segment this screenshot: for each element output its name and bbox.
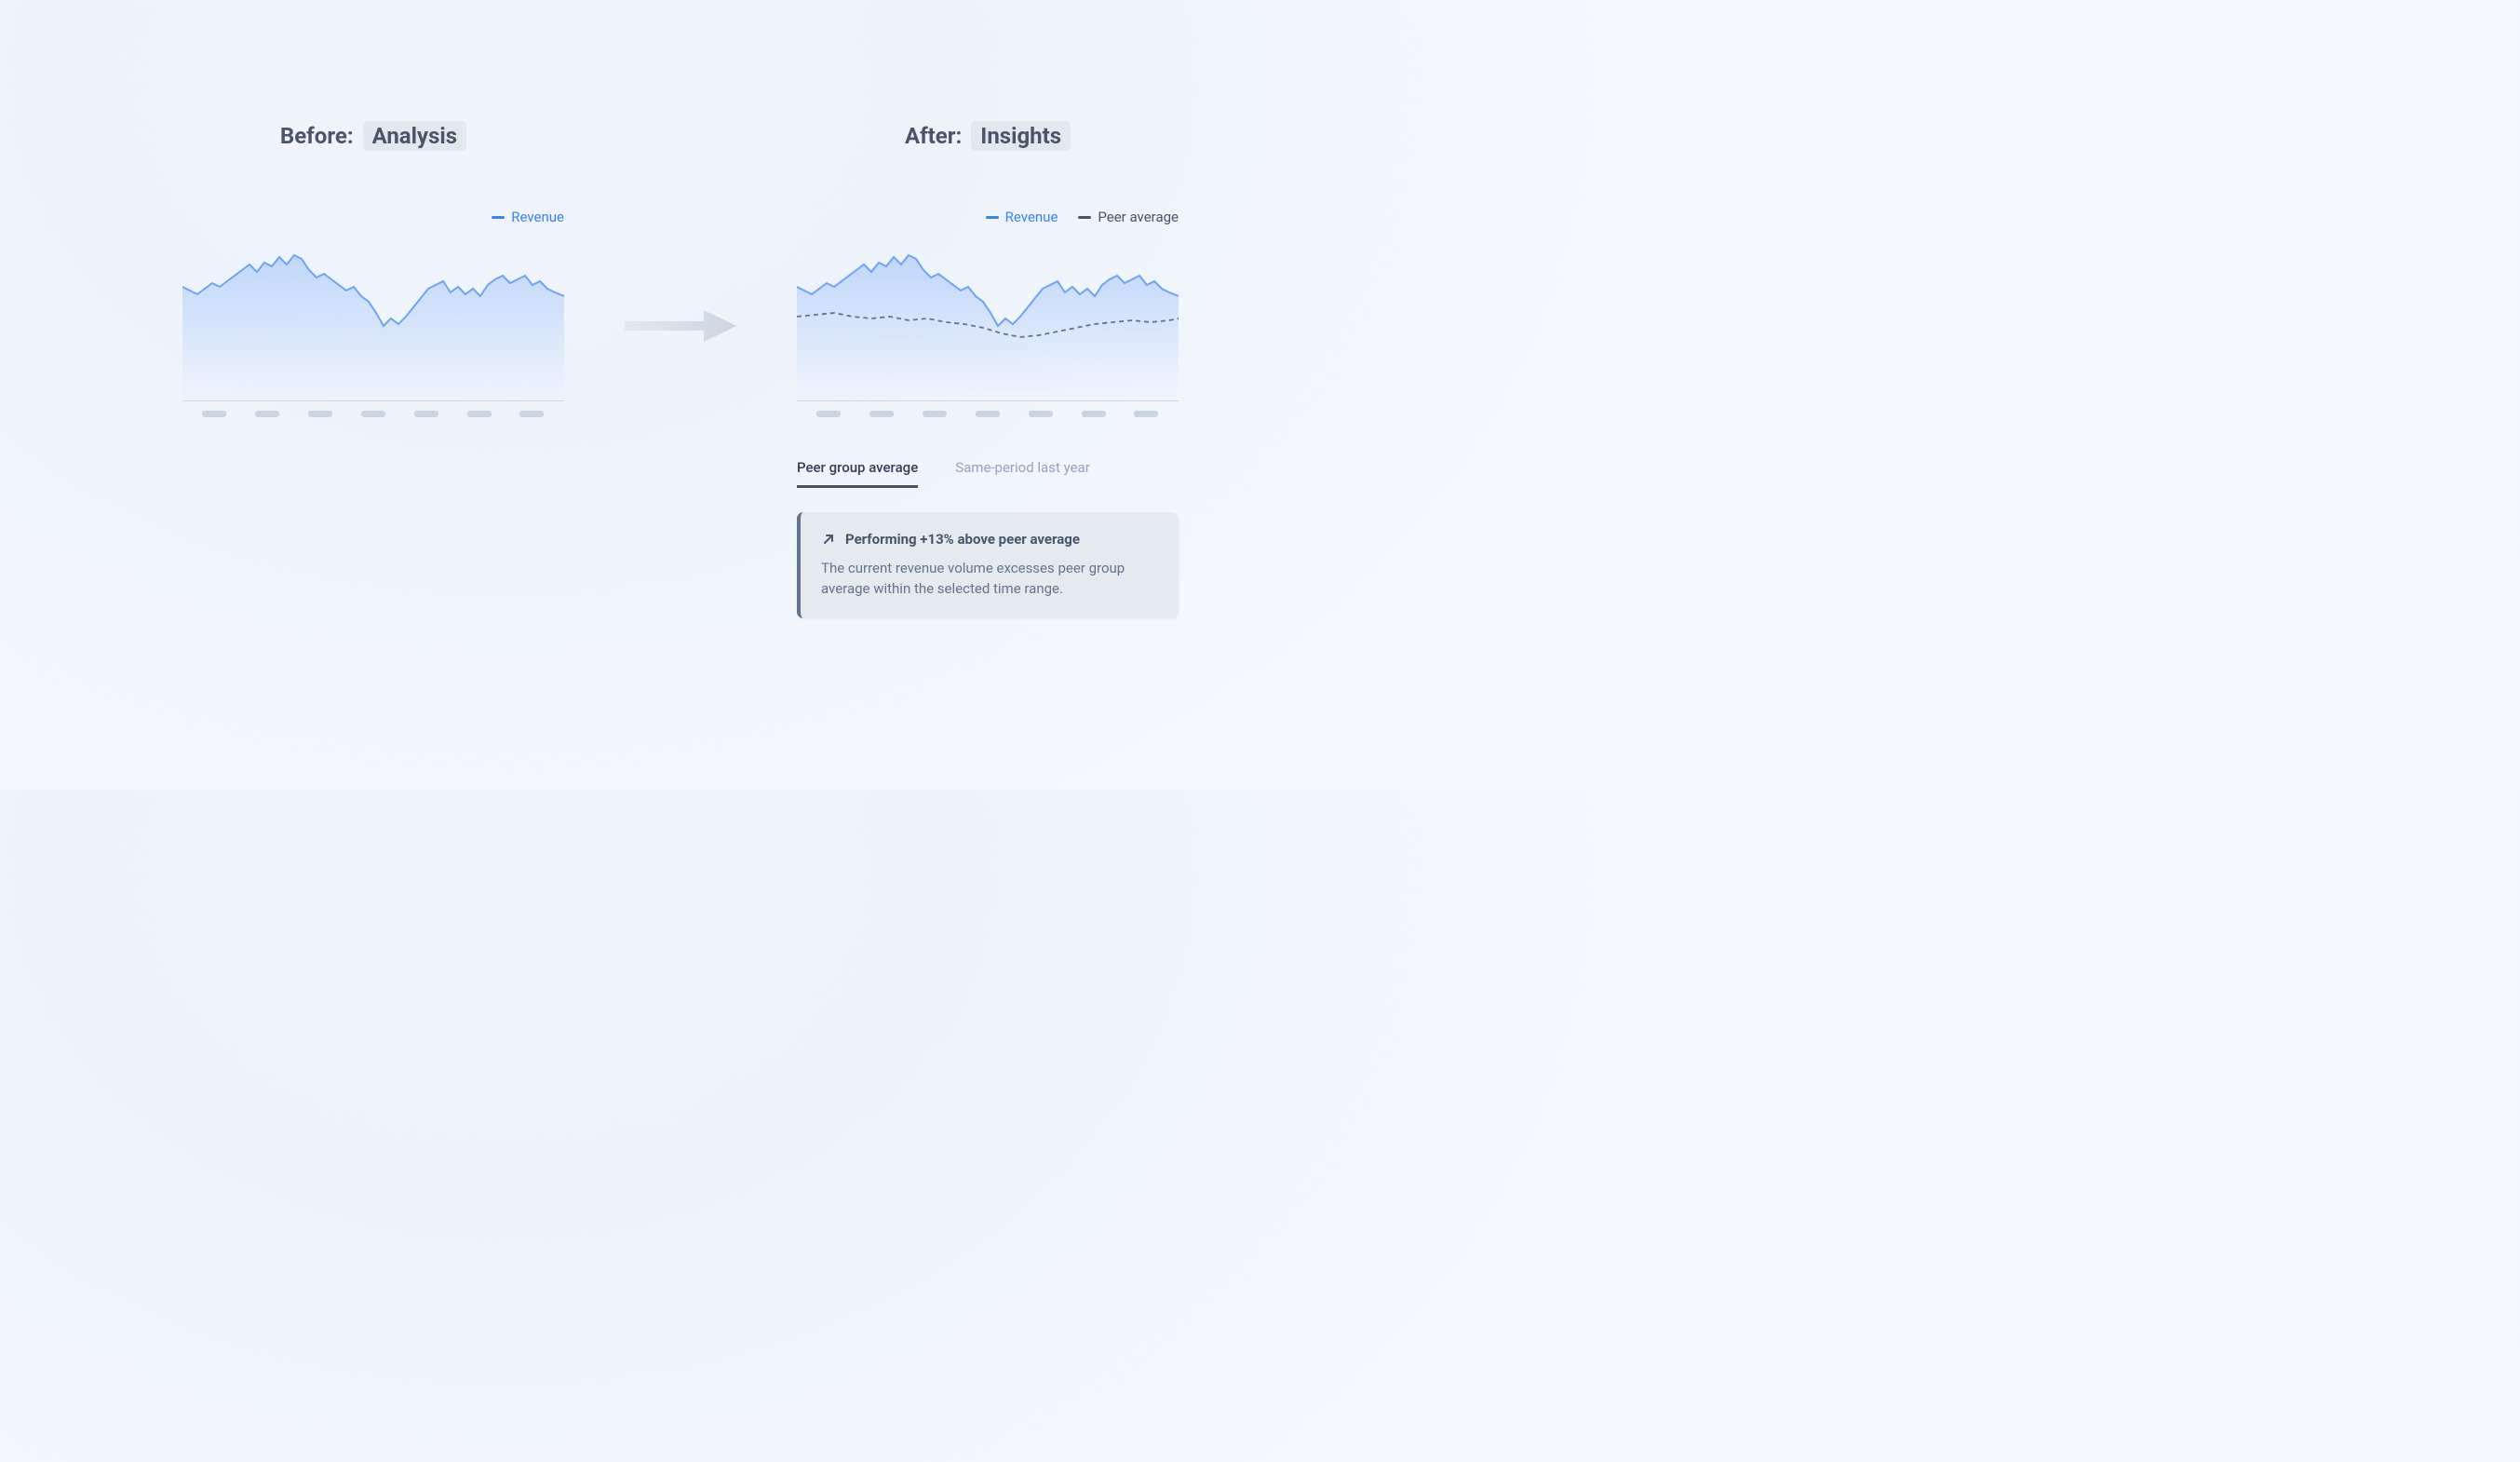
x-tick bbox=[467, 411, 492, 417]
legend-item-revenue: Revenue bbox=[492, 209, 564, 225]
before-panel: Before: Analysis Revenue bbox=[182, 121, 564, 417]
arrow-icon bbox=[625, 307, 736, 345]
after-badge: Insights bbox=[971, 121, 1071, 151]
tab-same-period[interactable]: Same-period last year bbox=[955, 459, 1090, 488]
after-chart bbox=[797, 242, 1179, 417]
x-tick bbox=[414, 411, 438, 417]
x-tick bbox=[519, 411, 544, 417]
after-panel: After: Insights Revenue Peer average bbox=[797, 121, 1179, 618]
after-legend: Revenue Peer average bbox=[797, 209, 1179, 225]
x-tick bbox=[361, 411, 385, 417]
legend-label-revenue: Revenue bbox=[1005, 209, 1058, 225]
after-header: After: Insights bbox=[797, 121, 1179, 151]
before-header: Before: Analysis bbox=[182, 121, 564, 151]
x-tick bbox=[255, 411, 279, 417]
x-tick bbox=[1134, 411, 1158, 417]
x-ticks bbox=[797, 401, 1179, 417]
legend-item-peer: Peer average bbox=[1078, 209, 1179, 225]
before-legend: Revenue bbox=[182, 209, 564, 225]
legend-item-revenue: Revenue bbox=[986, 209, 1058, 225]
arrow-divider bbox=[620, 121, 741, 345]
callout-body: The current revenue volume excesses peer… bbox=[821, 559, 1158, 600]
legend-swatch-revenue bbox=[986, 216, 999, 219]
x-tick bbox=[923, 411, 947, 417]
x-tick bbox=[869, 411, 894, 417]
x-tick bbox=[1029, 411, 1053, 417]
insight-tabs: Peer group average Same-period last year bbox=[797, 459, 1179, 488]
tab-peer-group[interactable]: Peer group average bbox=[797, 459, 918, 488]
before-chart bbox=[182, 242, 564, 417]
x-tick bbox=[816, 411, 841, 417]
before-prefix: Before: bbox=[280, 123, 354, 149]
legend-swatch-peer bbox=[1078, 216, 1091, 219]
x-tick bbox=[976, 411, 1000, 417]
insight-callout: Performing +13% above peer average The c… bbox=[797, 512, 1179, 618]
legend-label-peer: Peer average bbox=[1098, 209, 1179, 225]
legend-swatch-revenue bbox=[492, 216, 505, 219]
x-ticks bbox=[182, 401, 564, 417]
after-chart-svg bbox=[797, 242, 1179, 400]
legend-label-revenue: Revenue bbox=[511, 209, 564, 225]
x-tick bbox=[202, 411, 226, 417]
x-tick bbox=[1082, 411, 1106, 417]
callout-title: Performing +13% above peer average bbox=[845, 531, 1080, 548]
x-tick bbox=[308, 411, 332, 417]
callout-title-row: Performing +13% above peer average bbox=[821, 531, 1158, 548]
before-chart-svg bbox=[182, 242, 564, 400]
arrow-up-right-icon bbox=[821, 532, 836, 547]
before-badge: Analysis bbox=[363, 121, 466, 151]
after-prefix: After: bbox=[905, 123, 962, 149]
